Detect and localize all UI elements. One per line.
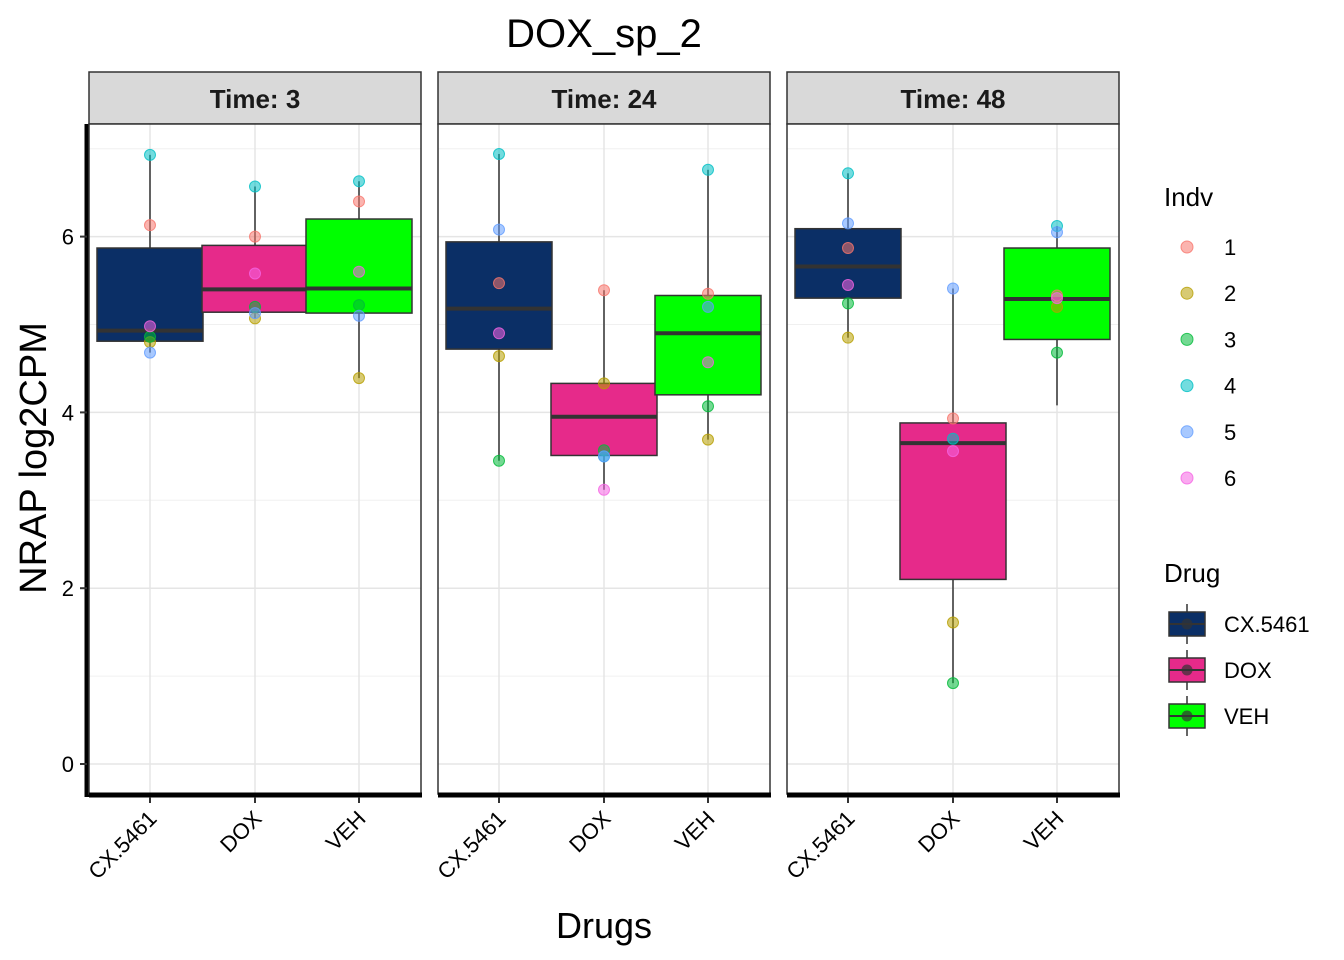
data-point [249,307,261,320]
facet-strip-label: Time: 24 [551,84,657,114]
data-point [702,356,714,369]
legend-indv-label: 5 [1224,420,1236,445]
chart-title: DOX_sp_2 [506,12,702,56]
data-point [249,180,261,193]
data-point [598,377,610,390]
facet-panel: Time: 48 CX.5461 DOX VEH [781,71,1120,884]
y-tick-label: 2 [62,576,74,601]
data-point [353,265,365,278]
facet-panels: Time: 3 CX.5461 DOX VEH Time: 24 CX.5461 DOX VE… [83,71,1120,884]
legend-drug-label: DOX [1224,658,1272,683]
legend-drug-point [1181,618,1193,630]
y-axis-label: NRAP log2CPM [13,322,55,594]
data-point [353,372,365,385]
data-point [144,320,156,333]
y-tick-label: 0 [62,752,74,777]
legend-drug-label: CX.5461 [1224,612,1310,637]
legend-indv-key [1180,425,1194,439]
data-point [947,282,959,295]
data-point [1051,346,1063,359]
facet-panel: Time: 24 CX.5461 DOX VEH [432,71,771,884]
box [550,382,658,457]
legend-indv: Indv 1 2 3 4 5 6 [1164,182,1236,491]
data-point [842,278,854,291]
x-tick-label: CX.5461 [83,806,161,884]
data-point [598,284,610,297]
x-tick-label: VEH [1019,806,1069,856]
data-point [144,330,156,343]
data-point [702,287,714,300]
x-tick-label: DOX [215,806,267,858]
data-point [947,616,959,629]
data-point [842,331,854,344]
data-point [353,299,365,312]
y-tick-label: 6 [62,225,74,250]
data-point [947,445,959,458]
data-point [842,242,854,255]
legend-drug-title: Drug [1164,558,1220,588]
facet-strip [88,71,422,125]
data-point [493,454,505,467]
legend-indv-key [1180,240,1194,254]
x-axis-label: Drugs [556,905,652,946]
facet-strip [437,71,771,125]
x-tick-label: DOX [564,806,616,858]
legend-drug-point [1181,710,1193,722]
data-point [493,350,505,363]
data-point [249,230,261,243]
legend-indv-key [1180,332,1194,346]
legend-indv-label: 1 [1224,235,1236,260]
legend-indv-label: 2 [1224,281,1236,306]
data-point [144,219,156,232]
data-point [947,412,959,425]
legend-drug-point [1181,664,1193,676]
x-tick-label: CX.5461 [781,806,859,884]
data-point [842,217,854,230]
data-point [598,483,610,496]
data-point [842,167,854,180]
data-point [702,300,714,313]
data-point [842,297,854,310]
data-point [493,277,505,290]
legend-indv-label: 6 [1224,466,1236,491]
legend-drug-label: VEH [1224,704,1269,729]
data-point [947,677,959,690]
data-point [493,327,505,340]
x-tick-label: VEH [321,806,371,856]
data-point [702,433,714,446]
data-point [144,148,156,161]
facet-strip-label: Time: 3 [210,84,301,114]
legend-indv-key [1180,379,1194,393]
legend-indv-label: 4 [1224,374,1236,399]
data-point [353,195,365,208]
legend-indv-label: 3 [1224,327,1236,352]
data-point [702,400,714,413]
data-point [598,450,610,463]
data-point [1051,292,1063,305]
facet-strip-label: Time: 48 [900,84,1005,114]
x-tick-label: DOX [913,806,965,858]
y-axis: 0 2 4 6 [62,124,90,797]
data-point [1051,226,1063,239]
legend-indv-key [1180,471,1194,485]
data-point [144,346,156,359]
data-point [249,267,261,280]
facet-panel: Time: 3 CX.5461 DOX VEH [83,71,422,884]
data-point [353,175,365,188]
x-tick-label: CX.5461 [432,806,510,884]
data-point [947,432,959,445]
data-point [353,309,365,322]
legend-indv-title: Indv [1164,182,1213,212]
x-tick-label: VEH [670,806,720,856]
y-tick-label: 4 [62,400,74,425]
data-point [493,223,505,236]
legend-indv-key [1180,286,1194,300]
data-point [493,147,505,160]
facet-strip [786,71,1120,125]
data-point [702,163,714,176]
